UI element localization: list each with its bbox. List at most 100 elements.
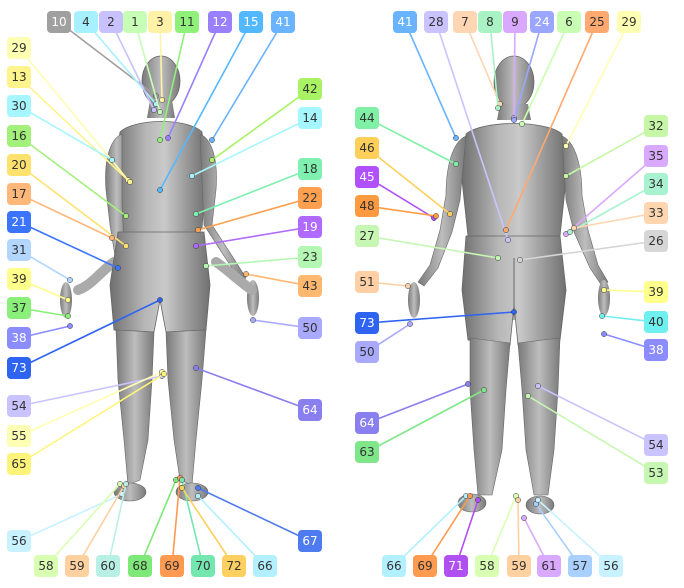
landmark-dot-front-67 — [195, 485, 201, 491]
landmark-label-back-57: 57 — [568, 555, 592, 577]
landmark-label-back-69: 69 — [413, 555, 437, 577]
landmark-label-front-18: 18 — [298, 158, 322, 180]
landmark-label-back-71: 71 — [444, 555, 468, 577]
landmark-label-back-73: 73 — [355, 312, 379, 334]
landmark-label-front-22: 22 — [298, 187, 322, 209]
landmark-dot-front-16 — [123, 213, 129, 219]
label-number: 39 — [648, 285, 663, 299]
front-leader-lines — [18, 21, 311, 567]
label-number: 48 — [359, 199, 374, 213]
landmark-dot-back-56 — [535, 497, 541, 503]
landmark-label-back-56: 56 — [599, 555, 623, 577]
label-number: 1 — [131, 15, 139, 29]
leader-line-front-13 — [18, 76, 131, 183]
landmark-label-front-16: 16 — [7, 125, 31, 147]
landmark-label-front-30: 30 — [7, 95, 31, 117]
leader-line-back-41 — [404, 21, 457, 139]
label-box — [298, 530, 322, 552]
label-number: 30 — [11, 99, 26, 113]
landmark-dot-front-43 — [243, 271, 249, 277]
label-number: 19 — [302, 220, 317, 234]
label-box — [7, 395, 31, 417]
label-box — [644, 434, 668, 456]
label-number: 42 — [302, 82, 317, 96]
label-number: 15 — [243, 15, 258, 29]
leader-line-front-67 — [197, 487, 311, 542]
label-box — [355, 271, 379, 293]
landmark-label-back-50: 50 — [355, 341, 379, 363]
label-number: 6 — [565, 15, 573, 29]
label-number: 8 — [486, 15, 494, 29]
landmark-dot-front-72 — [179, 485, 185, 491]
landmark-label-back-7: 7 — [453, 11, 477, 33]
label-box — [355, 412, 379, 434]
label-number: 59 — [69, 559, 84, 573]
label-number: 4 — [82, 15, 90, 29]
leader-line-front-73 — [18, 299, 161, 369]
leader-line-front-10 — [58, 21, 157, 97]
landmark-label-front-20: 20 — [7, 154, 31, 176]
label-box — [7, 125, 31, 147]
label-box — [253, 555, 277, 577]
landmark-dot-back-64 — [465, 381, 471, 387]
label-box — [507, 555, 531, 577]
leader-line-front-68 — [139, 479, 177, 567]
label-box — [7, 183, 31, 205]
landmark-dot-front-60 — [123, 481, 129, 487]
label-box — [222, 555, 246, 577]
label-box — [298, 216, 322, 238]
label-number: 27 — [359, 229, 374, 243]
label-number: 21 — [11, 215, 26, 229]
label-box — [175, 11, 199, 33]
label-number: 56 — [603, 559, 618, 573]
leader-line-front-23 — [205, 256, 311, 267]
landmark-dot-back-50 — [407, 321, 413, 327]
label-number: 60 — [100, 559, 115, 573]
leader-line-back-6 — [521, 21, 570, 125]
label-box — [568, 555, 592, 577]
landmark-dot-back-6 — [519, 121, 525, 127]
landmark-label-front-1: 1 — [123, 11, 147, 33]
leader-line-front-21 — [18, 221, 119, 269]
label-box — [298, 107, 322, 129]
landmark-label-back-6: 6 — [557, 11, 581, 33]
label-box — [355, 225, 379, 247]
leader-line-back-33 — [573, 212, 657, 229]
label-number: 66 — [386, 559, 401, 573]
label-number: 73 — [11, 361, 26, 375]
landmark-label-back-39: 39 — [644, 281, 668, 303]
label-number: 72 — [226, 559, 241, 573]
label-box — [644, 311, 668, 333]
label-number: 71 — [448, 559, 463, 573]
label-number: 41 — [397, 15, 412, 29]
leader-line-back-54 — [537, 385, 657, 446]
label-box — [7, 297, 31, 319]
landmark-label-back-41: 41 — [393, 11, 417, 33]
landmark-label-back-54: 54 — [644, 434, 668, 456]
label-box — [644, 145, 668, 167]
label-number: 69 — [417, 559, 432, 573]
leader-line-front-65 — [18, 373, 165, 465]
label-box — [96, 555, 120, 577]
landmark-dot-front-14 — [189, 173, 195, 179]
label-box — [208, 11, 232, 33]
landmark-label-front-70: 70 — [191, 555, 215, 577]
label-number: 14 — [302, 111, 317, 125]
landmark-label-front-68: 68 — [128, 555, 152, 577]
label-number: 7 — [461, 15, 469, 29]
landmark-label-front-69: 69 — [160, 555, 184, 577]
landmark-dot-back-29 — [563, 143, 569, 149]
label-number: 61 — [541, 559, 556, 573]
label-box — [644, 339, 668, 361]
landmark-label-front-17: 17 — [7, 183, 31, 205]
label-box — [393, 11, 417, 33]
label-number: 46 — [359, 141, 374, 155]
landmark-dot-front-21 — [115, 265, 121, 271]
landmark-dot-front-18 — [193, 211, 199, 217]
landmark-label-back-34: 34 — [644, 173, 668, 195]
label-box — [617, 11, 641, 33]
leader-line-front-56 — [18, 493, 123, 542]
landmark-label-front-12: 12 — [208, 11, 232, 33]
label-box — [47, 11, 71, 33]
